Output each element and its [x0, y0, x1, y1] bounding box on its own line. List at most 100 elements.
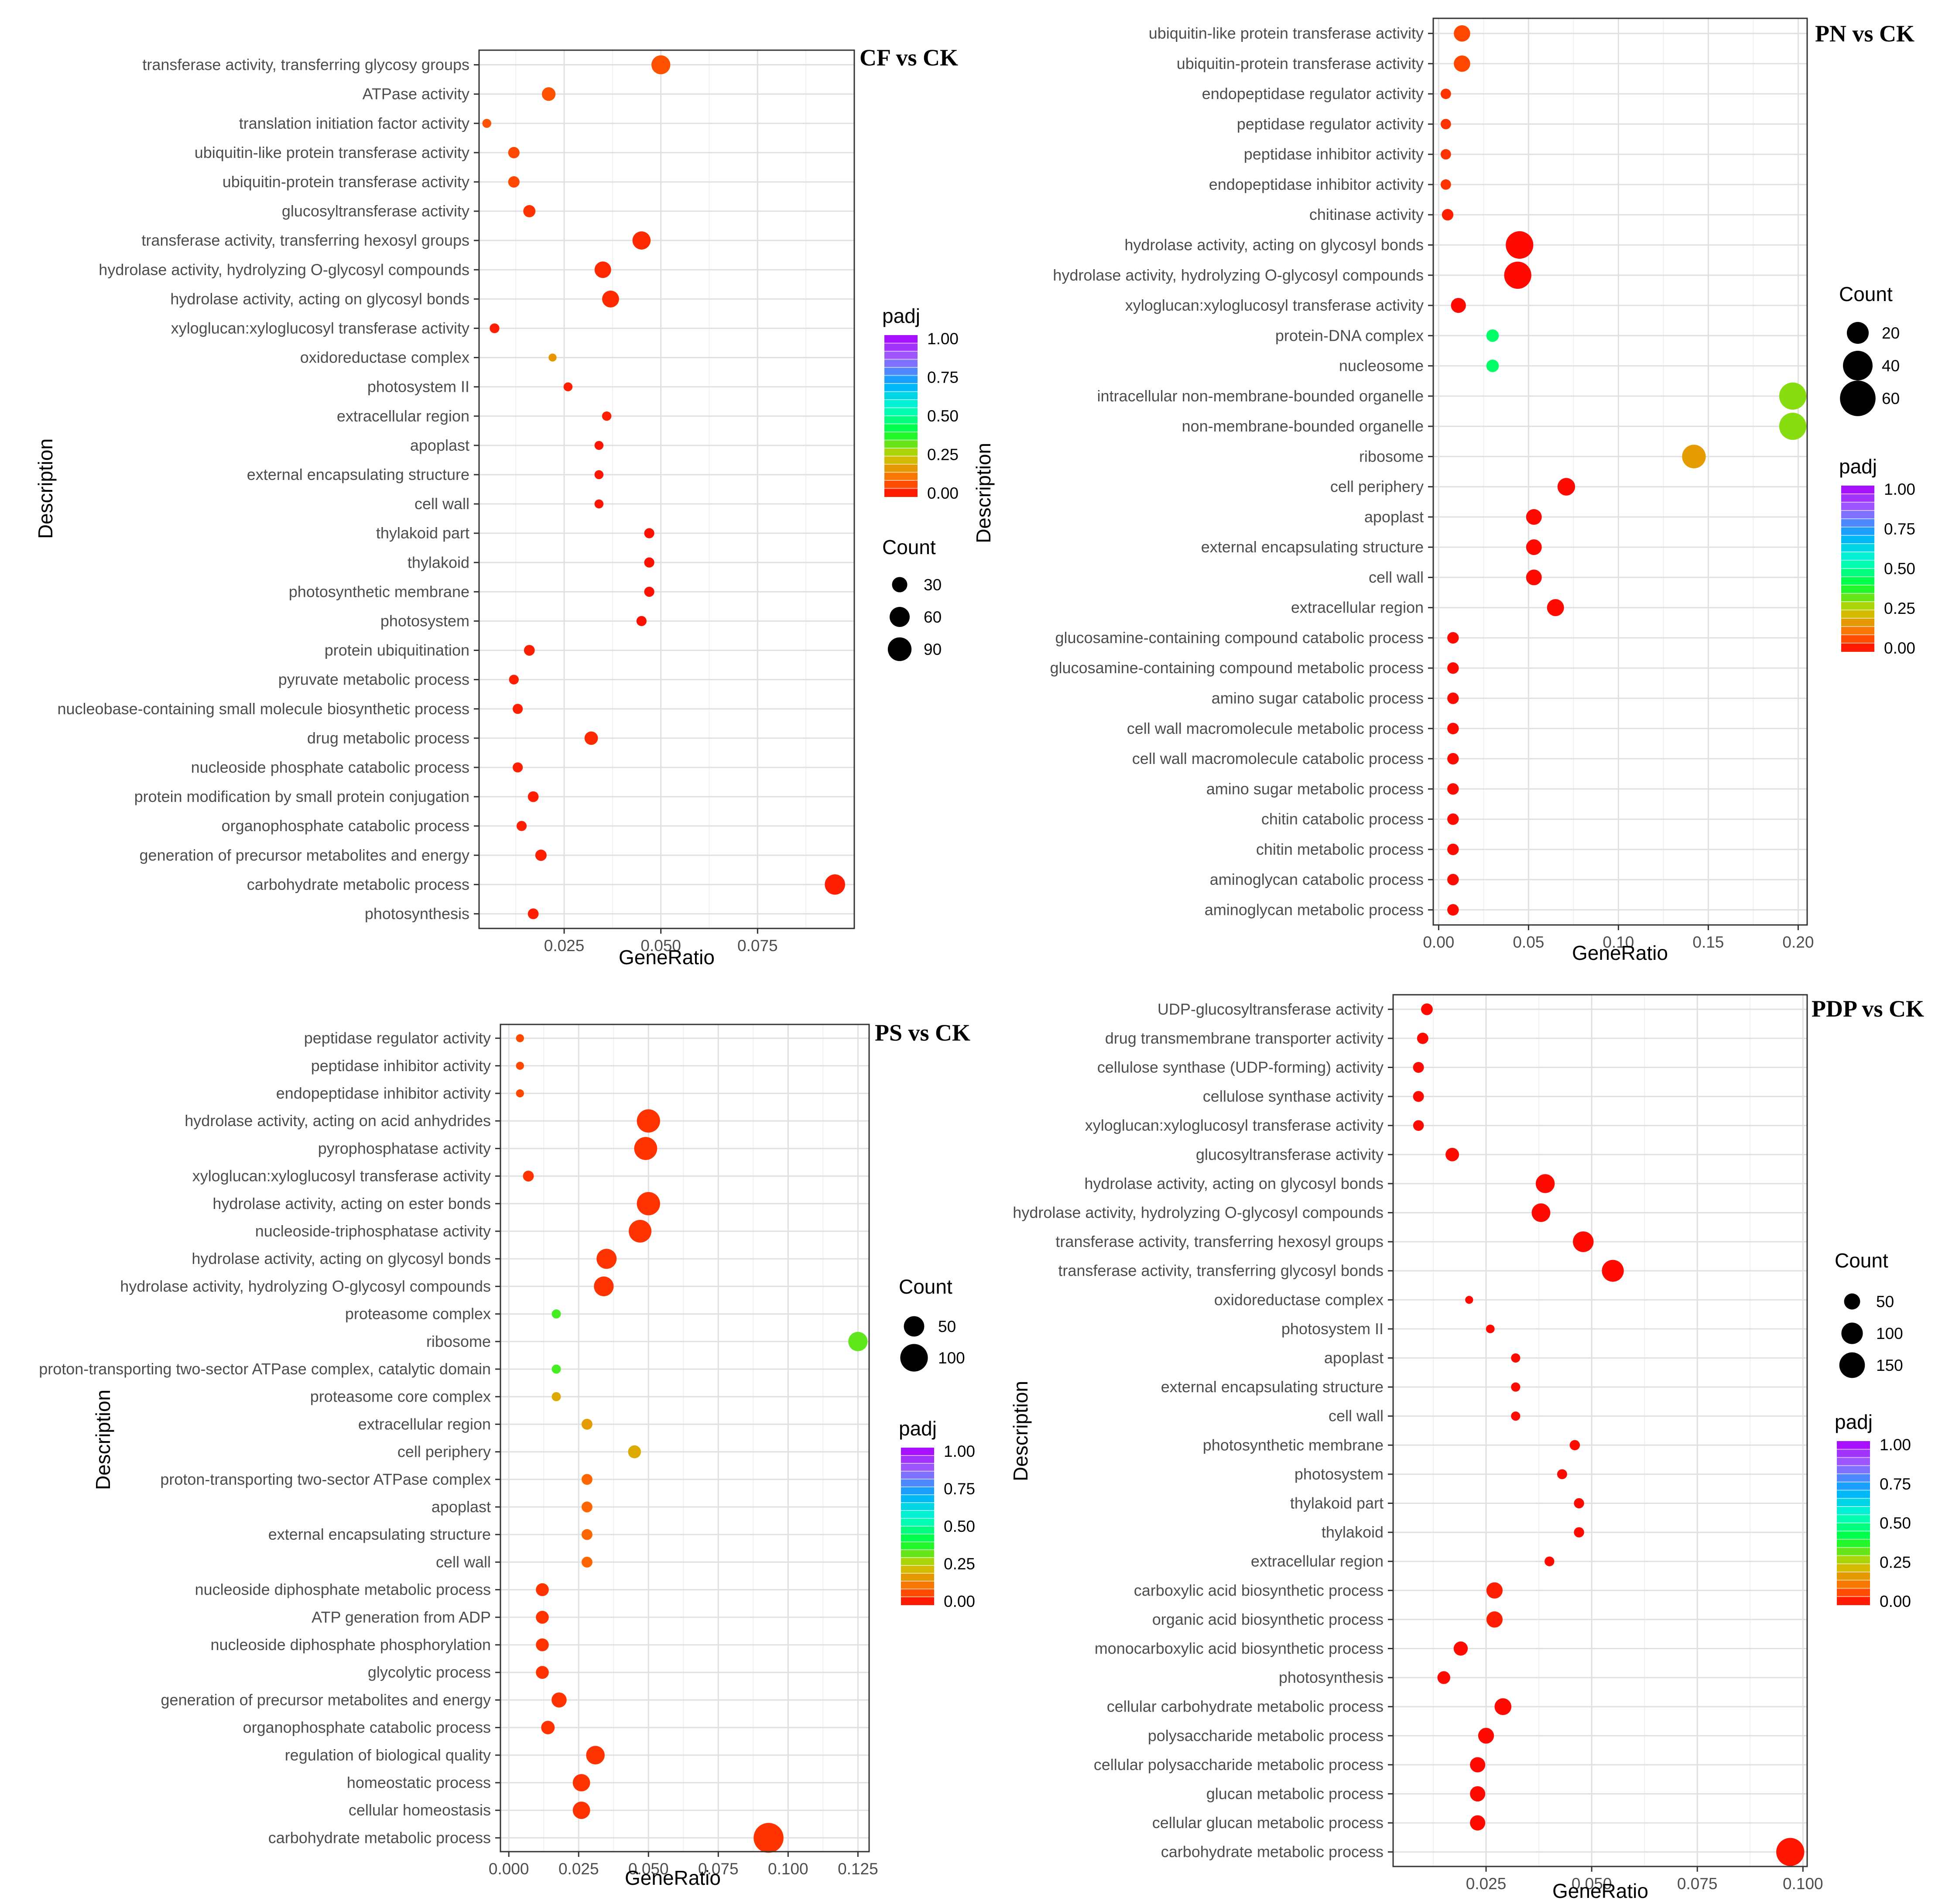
- color-legend-label: 1.00: [1880, 1436, 1911, 1454]
- category-label: glucosamine-containing compound metaboli…: [1050, 659, 1424, 677]
- color-legend-label: 0.00: [1880, 1592, 1911, 1610]
- panel-title: PN vs CK: [1815, 21, 1914, 47]
- category-label: photosynthesis: [1279, 1668, 1384, 1686]
- data-point-glucosyltransferase-activity: [1445, 1147, 1459, 1161]
- data-point-apoplast: [581, 1501, 592, 1513]
- x-tick-label: 0.075: [737, 937, 778, 955]
- panel-pn-vs-ck: ubiquitin-like protein transferase activ…: [972, 17, 1915, 964]
- color-legend-band: [884, 408, 918, 416]
- data-point-nucleoside-triphosphatase-activity: [629, 1220, 652, 1243]
- panel-ps-vs-ck: peptidase regulator activity peptidase in…: [39, 1020, 975, 1889]
- data-point-drug-metabolic-process: [584, 731, 598, 745]
- data-point-external-encapsulating-structure: [1511, 1382, 1521, 1392]
- data-point-extracellular-region: [1547, 599, 1564, 616]
- category-label: amino sugar metabolic process: [1206, 780, 1424, 798]
- color-legend-band: [1837, 1523, 1870, 1532]
- data-point-polysaccharide-metabolic-process: [1478, 1728, 1494, 1744]
- data-point-chitinase-activity: [1442, 209, 1454, 221]
- size-legend-label: 60: [1882, 390, 1900, 408]
- x-tick-label: 0.125: [838, 1860, 878, 1878]
- plot-frame: [1392, 994, 1808, 1867]
- data-point-cell-wall: [594, 499, 604, 509]
- category-label: regulation of biological quality: [285, 1746, 491, 1764]
- plot-area: [1433, 18, 1807, 925]
- x-axis-title: GeneRatio: [625, 1866, 721, 1889]
- data-point-transferase-activity-transferring-glycosy-groups: [651, 55, 671, 75]
- category-label: photosystem II: [367, 378, 469, 396]
- color-legend-band: [1841, 527, 1874, 536]
- panel-cf-vs-ck: transferase activity, transferring glyco…: [34, 45, 959, 969]
- size-legend-label: 60: [924, 608, 942, 626]
- category-label: transferase activity, transferring glyco…: [142, 56, 469, 74]
- data-point-xyloglucan-xyloglucosyl-transferase-activity: [1413, 1120, 1424, 1131]
- data-point-cell-wall: [581, 1556, 592, 1568]
- data-point-nucleosome: [1486, 360, 1499, 372]
- data-point-hydrolase-activity-hydrolyzing-o-glycosyl-compounds: [594, 261, 611, 278]
- color-legend-label: 0.50: [1880, 1514, 1911, 1532]
- category-label: organophosphate catabolic process: [222, 817, 469, 835]
- category-label: generation of precursor metabolites and …: [140, 846, 469, 864]
- data-point-amino-sugar-catabolic-process: [1447, 692, 1459, 704]
- data-point-thylakoid-part: [644, 528, 654, 538]
- category-label: cell periphery: [397, 1443, 491, 1461]
- category-label: amino sugar catabolic process: [1212, 689, 1424, 707]
- x-tick-label: 0.025: [1466, 1875, 1507, 1893]
- category-label: ubiquitin-like protein transferase activ…: [195, 144, 469, 161]
- color-legend-band: [1837, 1441, 1870, 1450]
- category-label: organophosphate catabolic process: [243, 1719, 491, 1736]
- data-point-oxidoreductase-complex: [548, 353, 557, 362]
- data-point-extracellular-region: [1545, 1556, 1555, 1566]
- color-legend-label: 0.00: [1884, 639, 1915, 657]
- color-legend-band: [901, 1573, 934, 1582]
- color-legend-band: [884, 416, 918, 425]
- category-label: cell wall: [414, 495, 469, 513]
- data-point-hydrolase-activity-hydrolyzing-o-glycosyl-compounds: [1504, 261, 1531, 289]
- data-point-endopeptidase-inhibitor-activity: [516, 1089, 524, 1098]
- data-point-carbohydrate-metabolic-process: [825, 874, 845, 895]
- size-legend-label: 100: [1876, 1325, 1903, 1342]
- color-legend-label: 1.00: [944, 1442, 975, 1460]
- data-point-xyloglucan-xyloglucosyl-transferase-activity: [490, 323, 500, 333]
- color-legend-label: 0.25: [1884, 599, 1915, 617]
- data-point-carbohydrate-metabolic-process: [1776, 1838, 1805, 1866]
- category-label: intracellular non-membrane-bounded organ…: [1097, 387, 1424, 405]
- category-label: nucleoside diphosphate metabolic process: [195, 1581, 491, 1599]
- category-label: ribosome: [1359, 447, 1424, 465]
- size-legend-key: [900, 1344, 928, 1372]
- category-label: xyloglucan:xyloglucosyl transferase acti…: [1125, 296, 1424, 314]
- y-axis-title: Description: [34, 438, 57, 539]
- x-tick-label: 0.050: [1572, 1875, 1612, 1893]
- category-label: endopeptidase regulator activity: [1202, 85, 1424, 103]
- category-label: ubiquitin-protein transferase activity: [223, 173, 469, 191]
- data-point-cellular-homeostasis: [572, 1801, 590, 1819]
- category-label: chitin metabolic process: [1256, 840, 1424, 858]
- color-legend-band: [1837, 1474, 1870, 1483]
- category-label: drug transmembrane transporter activity: [1105, 1029, 1384, 1047]
- color-legend-band: [1837, 1572, 1870, 1581]
- color-legend-label: 0.00: [927, 484, 959, 502]
- category-label: extracellular region: [358, 1415, 491, 1433]
- category-label: organic acid biosynthetic process: [1152, 1610, 1384, 1628]
- category-label: cellulose synthase (UDP-forming) activit…: [1097, 1058, 1384, 1076]
- category-label: endopeptidase inhibitor activity: [1209, 175, 1424, 193]
- x-tick-label: 0.000: [489, 1860, 529, 1878]
- color-legend-band: [884, 488, 918, 497]
- color-legend-band: [1841, 544, 1874, 552]
- category-label: aminoglycan catabolic process: [1210, 870, 1424, 888]
- category-label: glucosyltransferase activity: [282, 202, 469, 220]
- data-point-hydrolase-activity-acting-on-glycosyl-bonds: [596, 1249, 617, 1269]
- data-point-cellular-carbohydrate-metabolic-process: [1494, 1698, 1512, 1716]
- x-tick-label: 0.050: [628, 1860, 669, 1878]
- data-point-atp-generation-from-adp: [536, 1611, 549, 1624]
- color-legend-band: [884, 375, 918, 384]
- color-legend-band: [884, 448, 918, 457]
- color-legend-band: [1837, 1547, 1870, 1556]
- data-point-intracellular-non-membrane-bounded-organelle: [1779, 382, 1807, 410]
- color-legend-band: [884, 480, 918, 489]
- color-legend-band: [1841, 602, 1874, 610]
- size-legend-key: [904, 1316, 925, 1337]
- category-label: cellular homeostasis: [349, 1801, 491, 1819]
- category-label: peptidase inhibitor activity: [311, 1057, 491, 1075]
- color-legend-band: [884, 400, 918, 408]
- data-point-generation-of-precursor-metabolites-and-energy: [535, 849, 547, 861]
